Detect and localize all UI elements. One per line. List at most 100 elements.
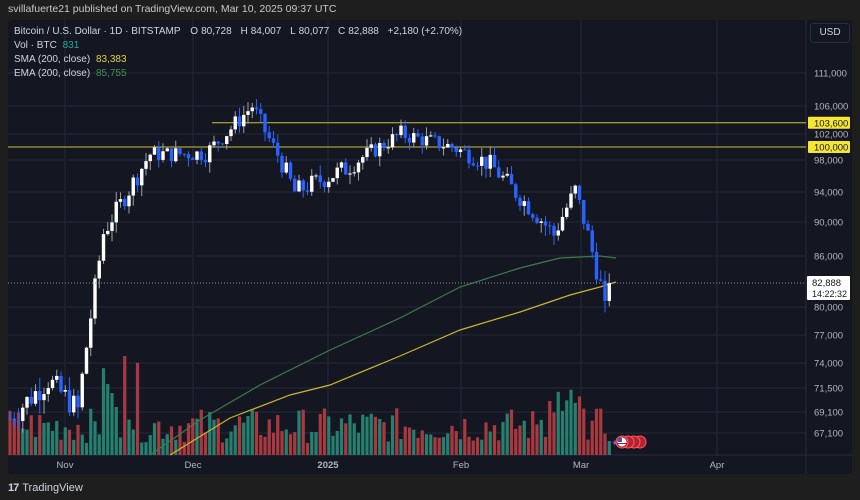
- candle-body: [293, 178, 297, 192]
- volume-bar: [280, 431, 284, 455]
- volume-bar: [225, 438, 229, 455]
- candle-body: [373, 144, 378, 157]
- volume-bar: [246, 416, 250, 455]
- candle-body: [254, 107, 259, 110]
- candle-body: [492, 154, 497, 168]
- candle-body: [144, 161, 148, 169]
- candle-body: [386, 147, 390, 149]
- volume-bar: [322, 408, 327, 455]
- candle-body: [237, 116, 242, 127]
- volume-bar: [127, 419, 131, 455]
- volume-bar: [458, 439, 463, 455]
- brand-name: TradingView: [22, 482, 83, 494]
- candle-body: [212, 141, 216, 146]
- candle-body: [467, 149, 471, 164]
- volume-bar: [284, 429, 288, 455]
- volume-row[interactable]: Vol · BTC 831: [14, 39, 465, 53]
- sma-200-line: [169, 281, 617, 456]
- volume-bar: [382, 422, 386, 455]
- candle-body: [497, 167, 501, 178]
- candle-body: [305, 190, 310, 192]
- price-tick-label: 69,100: [814, 408, 843, 419]
- price-tick-label: 111,000: [814, 69, 847, 80]
- candle-body: [322, 182, 327, 188]
- candle-body: [131, 177, 135, 196]
- candle-body: [169, 148, 174, 162]
- volume-bar: [399, 438, 403, 455]
- volume-bar: [59, 439, 63, 455]
- close-label: C: [338, 26, 346, 37]
- volume-bar: [373, 416, 378, 455]
- candle-body: [225, 136, 229, 145]
- candle-body: [80, 373, 84, 408]
- price-tick-label: 77,000: [814, 331, 843, 342]
- candle-body: [310, 175, 314, 192]
- candle-body: [407, 137, 412, 143]
- candle-body: [556, 230, 560, 236]
- volume-bar: [599, 408, 603, 455]
- us-flag-canton: [618, 438, 622, 442]
- candle-body: [67, 390, 72, 413]
- volume-bar: [186, 423, 191, 455]
- volume-bar: [365, 416, 369, 455]
- volume-bar: [110, 393, 114, 455]
- volume-bar: [157, 421, 161, 455]
- volume-bar: [33, 437, 38, 455]
- tradingview-brand[interactable]: 17 TradingView: [8, 482, 83, 494]
- candle-body: [344, 162, 348, 175]
- candle-body: [297, 180, 301, 192]
- high-label: H: [240, 26, 248, 37]
- candle-body: [599, 279, 603, 281]
- volume-bar: [216, 418, 220, 455]
- candle-body: [135, 177, 140, 186]
- close-value: 82,888: [348, 26, 379, 37]
- currency-button[interactable]: USD: [810, 23, 850, 43]
- candle-body: [89, 318, 93, 348]
- volume-bar: [484, 422, 488, 455]
- candle-body: [59, 375, 63, 392]
- candle-body: [33, 391, 38, 404]
- volume-bar: [220, 442, 225, 455]
- price-tick-label: 67,100: [814, 429, 843, 440]
- candle-body: [335, 167, 339, 179]
- candle-body: [356, 162, 361, 173]
- volume-bar: [46, 422, 50, 455]
- time-tick-label: Apr: [710, 460, 725, 471]
- candle-body: [76, 395, 80, 408]
- volume-bar: [416, 437, 420, 455]
- candle-body: [352, 172, 356, 174]
- volume-bar: [165, 434, 169, 455]
- volume-bar: [135, 362, 140, 455]
- sma-row[interactable]: SMA (200, close) 83,383: [14, 53, 465, 67]
- volume-bar: [429, 434, 433, 455]
- volume-bar: [352, 423, 356, 455]
- volume-bar: [509, 409, 514, 455]
- open-label: O: [190, 26, 199, 37]
- candle-body: [412, 133, 416, 143]
- volume-bar: [318, 413, 322, 455]
- volume-bar: [178, 425, 182, 455]
- candle-body: [25, 397, 29, 408]
- volume-bar: [161, 438, 165, 455]
- candle-body: [280, 155, 284, 173]
- candle-body: [97, 260, 101, 279]
- volume-bar: [42, 422, 46, 455]
- candle-body: [106, 230, 110, 235]
- ema-row[interactable]: EMA (200, close) 85,755: [14, 67, 465, 81]
- candle-body: [348, 173, 352, 175]
- volume-bar: [297, 410, 301, 455]
- volume-bar: [480, 439, 484, 455]
- volume-bar: [556, 391, 560, 455]
- volume-bar: [539, 419, 543, 455]
- candle-body: [560, 216, 565, 231]
- price-tick-label: 94,000: [814, 188, 843, 199]
- candle-body: [488, 154, 492, 169]
- volume-bar: [390, 415, 395, 455]
- candle-body: [433, 135, 437, 137]
- volume-bar: [420, 430, 424, 455]
- level-label-bg: [808, 116, 850, 129]
- candle-body: [276, 142, 280, 156]
- volume-bar: [254, 411, 259, 455]
